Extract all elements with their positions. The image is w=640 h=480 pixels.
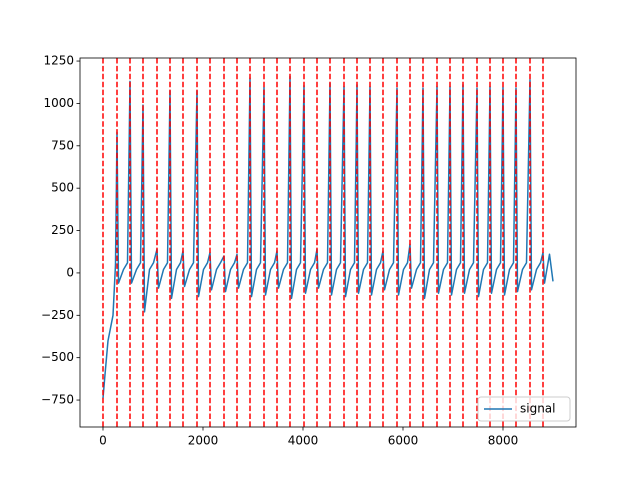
y-tick-label: −750 <box>41 393 74 407</box>
y-tick-label: 1000 <box>43 96 74 110</box>
x-tick-label: 2000 <box>188 434 219 448</box>
y-tick-label: −250 <box>41 308 74 322</box>
y-tick-label: 750 <box>51 138 74 152</box>
legend: signal <box>477 396 571 422</box>
y-tick-label: 500 <box>51 181 74 195</box>
x-tick-label: 4000 <box>288 434 319 448</box>
x-tick-label: 0 <box>99 434 107 448</box>
y-tick-label: −500 <box>41 350 74 364</box>
axes-frame <box>79 57 577 428</box>
x-tick-label: 6000 <box>388 434 419 448</box>
legend-box <box>477 396 571 422</box>
legend-label: signal <box>520 402 556 416</box>
y-tick-label: 250 <box>51 223 74 237</box>
y-tick-label: 0 <box>66 265 74 279</box>
y-tick-label: 1250 <box>43 54 74 68</box>
x-tick-label: 8000 <box>488 434 519 448</box>
